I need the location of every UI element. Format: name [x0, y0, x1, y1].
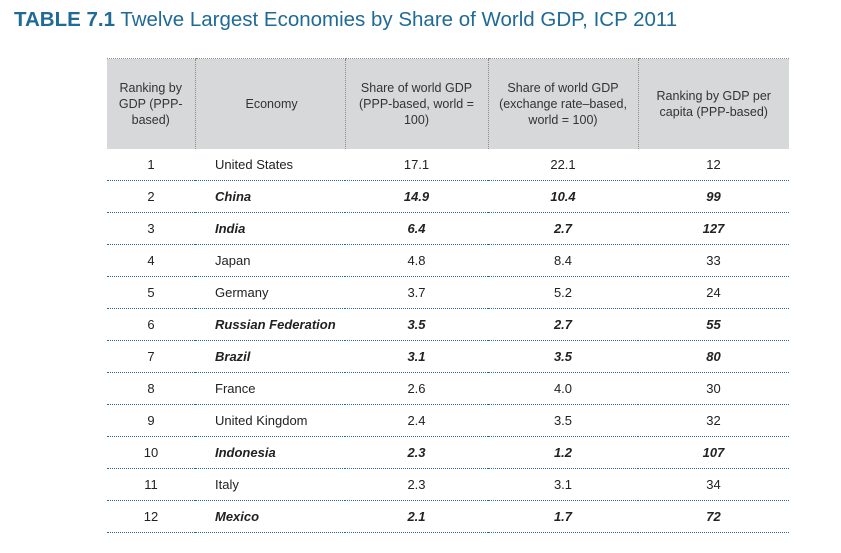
share-ppp-cell: 2.4: [345, 404, 488, 437]
economy-cell: Mexico: [195, 500, 345, 533]
rank-per-capita-cell: 107: [638, 436, 789, 469]
table-row: 10 Indonesia 2.3 1.2 107: [107, 436, 789, 469]
table-row: 8 France 2.6 4.0 30: [107, 372, 789, 405]
table-row: 12 Mexico 2.1 1.7 72: [107, 500, 789, 533]
rank-cell: 1: [107, 148, 195, 181]
share-ppp-cell: 6.4: [345, 212, 488, 245]
table-number: TABLE 7.1: [14, 8, 115, 31]
header-rank-per-capita: Ranking by GDP per capita (PPP-based): [637, 58, 789, 149]
economy-cell: Japan: [195, 244, 345, 277]
rank-per-capita-cell: 33: [638, 244, 789, 277]
table-row: 11 Italy 2.3 3.1 34: [107, 468, 789, 501]
economies-table: Ranking by GDP (PPP-based) Economy Share…: [107, 58, 789, 533]
rank-per-capita-cell: 55: [638, 308, 789, 341]
share-ppp-cell: 2.3: [345, 436, 488, 469]
rank-per-capita-cell: 72: [638, 500, 789, 533]
economy-cell: Russian Federation: [195, 308, 345, 341]
header-economy: Economy: [194, 58, 345, 149]
table-row: 2 China 14.9 10.4 99: [107, 180, 789, 213]
economy-cell: United States: [195, 148, 345, 181]
rank-cell: 4: [107, 244, 195, 277]
share-exchange-rate-cell: 8.4: [488, 244, 638, 277]
share-exchange-rate-cell: 2.7: [488, 212, 638, 245]
rank-cell: 8: [107, 372, 195, 405]
rank-per-capita-cell: 127: [638, 212, 789, 245]
header-share-exchange-rate: Share of world GDP (exchange rate–based,…: [487, 58, 638, 149]
share-exchange-rate-cell: 1.7: [488, 500, 638, 533]
economy-cell: Indonesia: [195, 436, 345, 469]
rank-cell: 9: [107, 404, 195, 437]
header-share-ppp: Share of world GDP (PPP-based, world = 1…: [344, 58, 488, 149]
share-ppp-cell: 2.3: [345, 468, 488, 501]
share-exchange-rate-cell: 10.4: [488, 180, 638, 213]
table-row: 5 Germany 3.7 5.2 24: [107, 276, 789, 309]
table-body: 1 United States 17.1 22.1 12 2 China 14.9 10.4 99…: [107, 148, 789, 533]
share-ppp-cell: 14.9: [345, 180, 488, 213]
rank-cell: 12: [107, 500, 195, 533]
rank-per-capita-cell: 32: [638, 404, 789, 437]
rank-cell: 3: [107, 212, 195, 245]
rank-per-capita-cell: 24: [638, 276, 789, 309]
share-ppp-cell: 17.1: [345, 148, 488, 181]
share-exchange-rate-cell: 4.0: [488, 372, 638, 405]
economy-cell: India: [195, 212, 345, 245]
rank-per-capita-cell: 30: [638, 372, 789, 405]
table-row: 7 Brazil 3.1 3.5 80: [107, 340, 789, 373]
rank-cell: 6: [107, 308, 195, 341]
table-row: 1 United States 17.1 22.1 12: [107, 148, 789, 181]
economy-cell: Italy: [195, 468, 345, 501]
share-ppp-cell: 3.7: [345, 276, 488, 309]
rank-per-capita-cell: 34: [638, 468, 789, 501]
economy-cell: Germany: [195, 276, 345, 309]
rank-cell: 5: [107, 276, 195, 309]
share-exchange-rate-cell: 22.1: [488, 148, 638, 181]
share-ppp-cell: 3.5: [345, 308, 488, 341]
table-caption: Twelve Largest Economies by Share of Wor…: [120, 8, 678, 31]
share-exchange-rate-cell: 3.5: [488, 404, 638, 437]
table-header-row: Ranking by GDP (PPP-based) Economy Share…: [107, 58, 789, 149]
rank-per-capita-cell: 12: [638, 148, 789, 181]
economy-cell: United Kingdom: [195, 404, 345, 437]
share-ppp-cell: 3.1: [345, 340, 488, 373]
table-row: 3 India 6.4 2.7 127: [107, 212, 789, 245]
share-exchange-rate-cell: 3.1: [488, 468, 638, 501]
rank-per-capita-cell: 99: [638, 180, 789, 213]
share-exchange-rate-cell: 3.5: [488, 340, 638, 373]
table-row: 9 United Kingdom 2.4 3.5 32: [107, 404, 789, 437]
share-ppp-cell: 2.1: [345, 500, 488, 533]
share-exchange-rate-cell: 5.2: [488, 276, 638, 309]
economy-cell: France: [195, 372, 345, 405]
table-row: 6 Russian Federation 3.5 2.7 55: [107, 308, 789, 341]
table-row: 4 Japan 4.8 8.4 33: [107, 244, 789, 277]
share-ppp-cell: 4.8: [345, 244, 488, 277]
share-exchange-rate-cell: 2.7: [488, 308, 638, 341]
rank-per-capita-cell: 80: [638, 340, 789, 373]
rank-cell: 10: [107, 436, 195, 469]
rank-cell: 2: [107, 180, 195, 213]
header-rank-gdp: Ranking by GDP (PPP-based): [107, 58, 195, 149]
share-ppp-cell: 2.6: [345, 372, 488, 405]
rank-cell: 11: [107, 468, 195, 501]
economy-cell: China: [195, 180, 345, 213]
rank-cell: 7: [107, 340, 195, 373]
share-exchange-rate-cell: 1.2: [488, 436, 638, 469]
table-title: TABLE 7.1 Twelve Largest Economies by Sh…: [14, 8, 677, 32]
economy-cell: Brazil: [195, 340, 345, 373]
